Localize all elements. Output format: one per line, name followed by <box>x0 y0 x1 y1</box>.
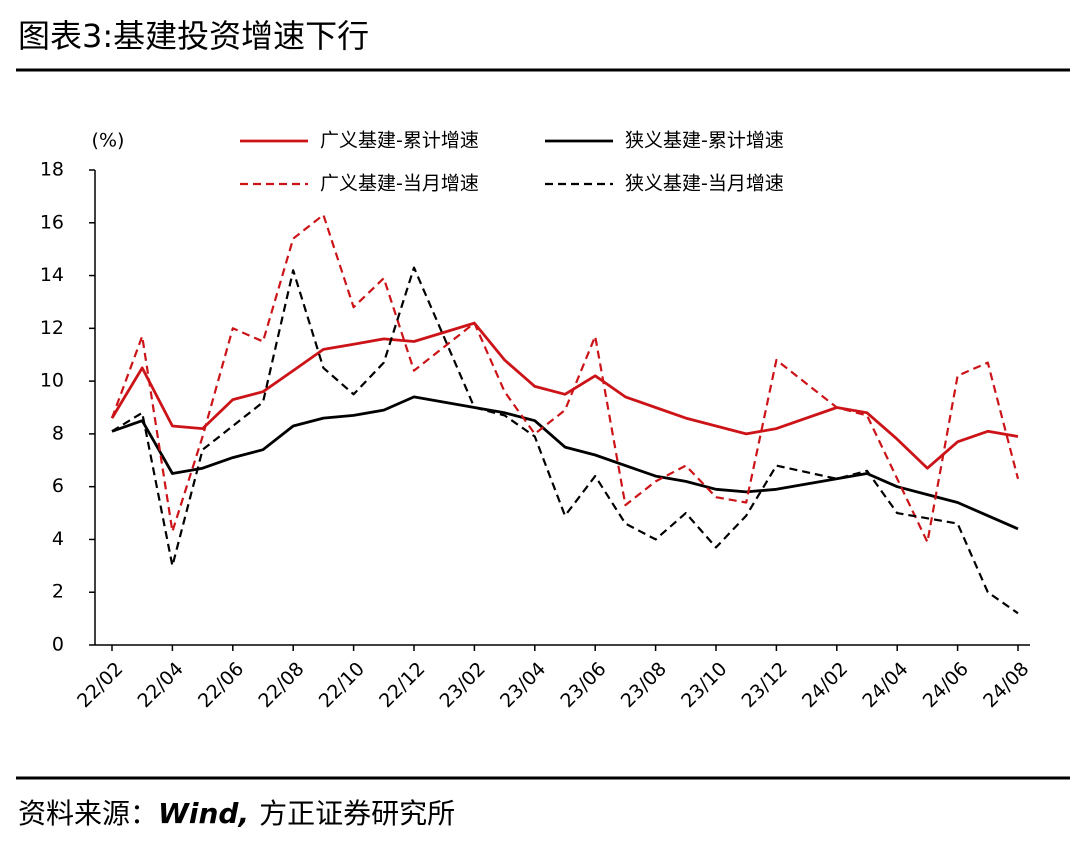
y-axis-label: (%) <box>92 130 125 152</box>
x-tick-label: 24/02 <box>798 658 852 712</box>
chart-title: 图表3:基建投资增速下行 <box>18 17 369 55</box>
source-rest: 方正证券研究所 <box>259 797 455 830</box>
y-tick-label: 8 <box>52 422 64 444</box>
x-tick-label: 22/04 <box>134 658 188 712</box>
x-tick-label: 22/02 <box>73 658 127 712</box>
x-tick-label: 22/08 <box>254 658 308 712</box>
series-line <box>111 395 1019 531</box>
source: 资料来源：Wind, 方正证券研究所 <box>18 797 455 830</box>
x-tick-label: 23/08 <box>617 658 671 712</box>
x-tick-label: 22/10 <box>315 658 369 712</box>
y-tick-label: 12 <box>40 317 64 339</box>
x-tick-label: 23/04 <box>496 658 550 712</box>
x-tick-label: 24/04 <box>858 658 912 712</box>
legend-label: 广义基建-累计增速 <box>320 130 479 152</box>
x-tick-label: 23/10 <box>677 658 731 712</box>
x-tick-label: 23/12 <box>738 658 792 712</box>
x-tick-label: 22/12 <box>375 658 429 712</box>
x-tick-label: 22/06 <box>194 658 248 712</box>
y-tick-label: 4 <box>52 528 64 550</box>
y-tick-label: 0 <box>52 634 64 656</box>
series-line <box>111 266 1019 615</box>
legend-label: 狭义基建-当月增速 <box>625 173 784 195</box>
y-tick-label: 14 <box>40 264 64 286</box>
source-prefix: 资料来源： <box>18 797 158 830</box>
x-tick-label: 23/06 <box>556 658 610 712</box>
x-tick-label: 23/02 <box>436 658 490 712</box>
y-tick-label: 16 <box>40 211 64 233</box>
y-tick-label: 10 <box>40 370 64 392</box>
y-tick-label: 6 <box>52 475 64 497</box>
legend-label: 广义基建-当月增速 <box>320 173 479 195</box>
legend-label: 狭义基建-累计增速 <box>625 130 784 152</box>
source-name: Wind, <box>158 797 249 830</box>
y-tick-label: 18 <box>40 159 64 181</box>
x-tick-label: 24/06 <box>919 658 973 712</box>
y-tick-label: 2 <box>52 581 64 603</box>
x-tick-label: 24/08 <box>979 658 1033 712</box>
series-line <box>110 321 1019 470</box>
